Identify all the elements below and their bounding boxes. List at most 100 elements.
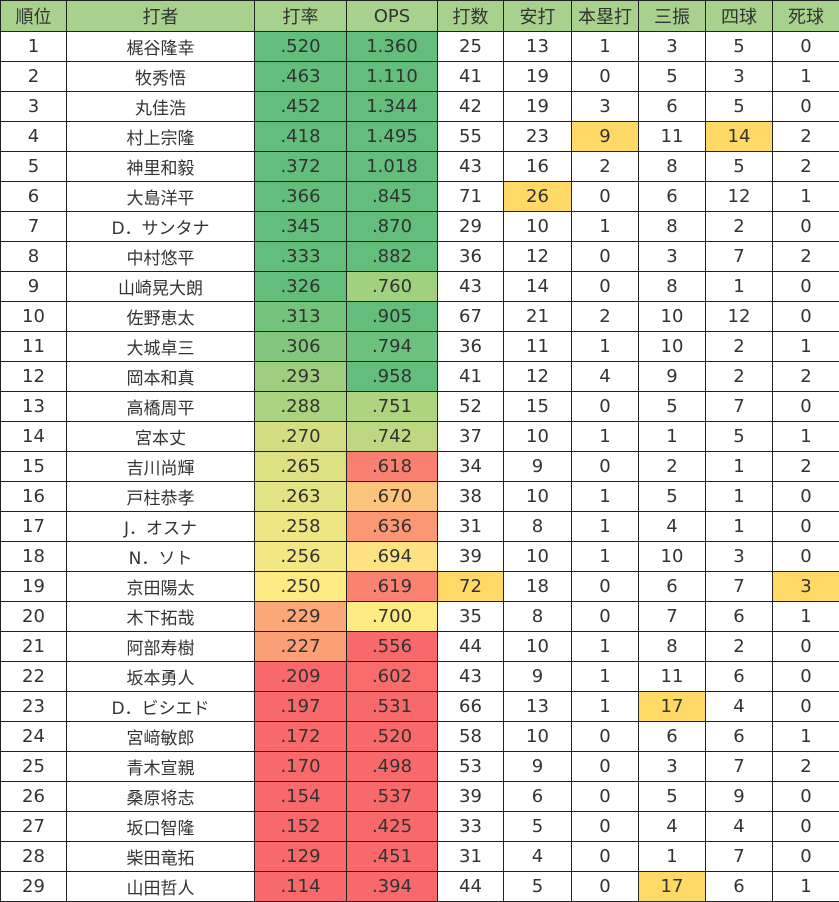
cell-hits[interactable]: 13 [504,692,572,722]
cell-avg[interactable]: .270 [255,422,347,452]
cell-rank[interactable]: 12 [1,362,67,392]
cell-ops[interactable]: .537 [347,782,438,812]
cell-hits[interactable]: 10 [504,722,572,752]
cell-batter[interactable]: D．ビシエド [67,692,255,722]
cell-home-runs[interactable]: 1 [572,212,639,242]
cell-ops[interactable]: .636 [347,512,438,542]
cell-at-bats[interactable]: 35 [438,602,504,632]
cell-at-bats[interactable]: 58 [438,722,504,752]
cell-hit-by-pitch[interactable]: 1 [773,422,839,452]
cell-rank[interactable]: 7 [1,212,67,242]
cell-home-runs[interactable]: 1 [572,422,639,452]
cell-walks[interactable]: 12 [706,302,773,332]
cell-home-runs[interactable]: 1 [572,32,639,62]
cell-home-runs[interactable]: 0 [572,452,639,482]
cell-at-bats[interactable]: 33 [438,812,504,842]
cell-strikeouts[interactable]: 6 [639,722,706,752]
cell-at-bats[interactable]: 43 [438,272,504,302]
cell-hit-by-pitch[interactable]: 1 [773,332,839,362]
cell-avg[interactable]: .326 [255,272,347,302]
cell-batter[interactable]: 牧秀悟 [67,62,255,92]
cell-ops[interactable]: 1.018 [347,152,438,182]
header-batter[interactable]: 打者 [67,1,255,32]
cell-strikeouts[interactable]: 5 [639,62,706,92]
header-ops[interactable]: OPS [347,1,438,32]
cell-at-bats[interactable]: 36 [438,332,504,362]
cell-at-bats[interactable]: 44 [438,872,504,902]
cell-walks[interactable]: 2 [706,632,773,662]
cell-batter[interactable]: 中村悠平 [67,242,255,272]
cell-walks[interactable]: 7 [706,392,773,422]
cell-hits[interactable]: 4 [504,842,572,872]
cell-at-bats[interactable]: 53 [438,752,504,782]
cell-at-bats[interactable]: 37 [438,422,504,452]
cell-batter[interactable]: 宮﨑敏郎 [67,722,255,752]
cell-ops[interactable]: .905 [347,302,438,332]
cell-ops[interactable]: 1.344 [347,92,438,122]
cell-walks[interactable]: 1 [706,272,773,302]
header-home-runs[interactable]: 本塁打 [572,1,639,32]
cell-avg[interactable]: .256 [255,542,347,572]
cell-home-runs[interactable]: 0 [572,602,639,632]
cell-batter[interactable]: 山田哲人 [67,872,255,902]
cell-home-runs[interactable]: 3 [572,92,639,122]
cell-at-bats[interactable]: 71 [438,182,504,212]
cell-hit-by-pitch[interactable]: 0 [773,302,839,332]
cell-hit-by-pitch[interactable]: 1 [773,62,839,92]
cell-avg[interactable]: .152 [255,812,347,842]
cell-ops[interactable]: .602 [347,662,438,692]
cell-strikeouts[interactable]: 5 [639,782,706,812]
cell-batter[interactable]: 大城卓三 [67,332,255,362]
cell-home-runs[interactable]: 1 [572,332,639,362]
cell-avg[interactable]: .345 [255,212,347,242]
cell-rank[interactable]: 8 [1,242,67,272]
cell-hit-by-pitch[interactable]: 0 [773,662,839,692]
cell-rank[interactable]: 19 [1,572,67,602]
cell-walks[interactable]: 1 [706,452,773,482]
cell-hit-by-pitch[interactable]: 0 [773,632,839,662]
header-rank[interactable]: 順位 [1,1,67,32]
cell-hit-by-pitch[interactable]: 0 [773,812,839,842]
cell-hit-by-pitch[interactable]: 0 [773,212,839,242]
cell-at-bats[interactable]: 52 [438,392,504,422]
cell-hit-by-pitch[interactable]: 1 [773,602,839,632]
header-walks[interactable]: 四球 [706,1,773,32]
cell-walks[interactable]: 2 [706,212,773,242]
cell-rank[interactable]: 14 [1,422,67,452]
cell-batter[interactable]: 阿部寿樹 [67,632,255,662]
cell-strikeouts[interactable]: 10 [639,332,706,362]
cell-rank[interactable]: 4 [1,122,67,152]
cell-at-bats[interactable]: 43 [438,152,504,182]
cell-hits[interactable]: 19 [504,62,572,92]
cell-rank[interactable]: 20 [1,602,67,632]
cell-home-runs[interactable]: 0 [572,242,639,272]
cell-walks[interactable]: 3 [706,62,773,92]
cell-ops[interactable]: .619 [347,572,438,602]
cell-ops[interactable]: .670 [347,482,438,512]
cell-hit-by-pitch[interactable]: 2 [773,752,839,782]
cell-rank[interactable]: 21 [1,632,67,662]
cell-home-runs[interactable]: 0 [572,272,639,302]
cell-hit-by-pitch[interactable]: 2 [773,152,839,182]
cell-rank[interactable]: 23 [1,692,67,722]
cell-at-bats[interactable]: 43 [438,662,504,692]
cell-hits[interactable]: 19 [504,92,572,122]
cell-avg[interactable]: .209 [255,662,347,692]
cell-ops[interactable]: .845 [347,182,438,212]
cell-home-runs[interactable]: 1 [572,692,639,722]
cell-ops[interactable]: .882 [347,242,438,272]
cell-at-bats[interactable]: 41 [438,62,504,92]
cell-strikeouts[interactable]: 3 [639,242,706,272]
cell-avg[interactable]: .170 [255,752,347,782]
cell-avg[interactable]: .418 [255,122,347,152]
cell-at-bats[interactable]: 29 [438,212,504,242]
cell-hits[interactable]: 9 [504,752,572,782]
cell-hit-by-pitch[interactable]: 0 [773,392,839,422]
cell-rank[interactable]: 27 [1,812,67,842]
cell-batter[interactable]: 村上宗隆 [67,122,255,152]
cell-at-bats[interactable]: 31 [438,842,504,872]
cell-hits[interactable]: 13 [504,32,572,62]
cell-walks[interactable]: 14 [706,122,773,152]
cell-at-bats[interactable]: 31 [438,512,504,542]
cell-hit-by-pitch[interactable]: 2 [773,242,839,272]
